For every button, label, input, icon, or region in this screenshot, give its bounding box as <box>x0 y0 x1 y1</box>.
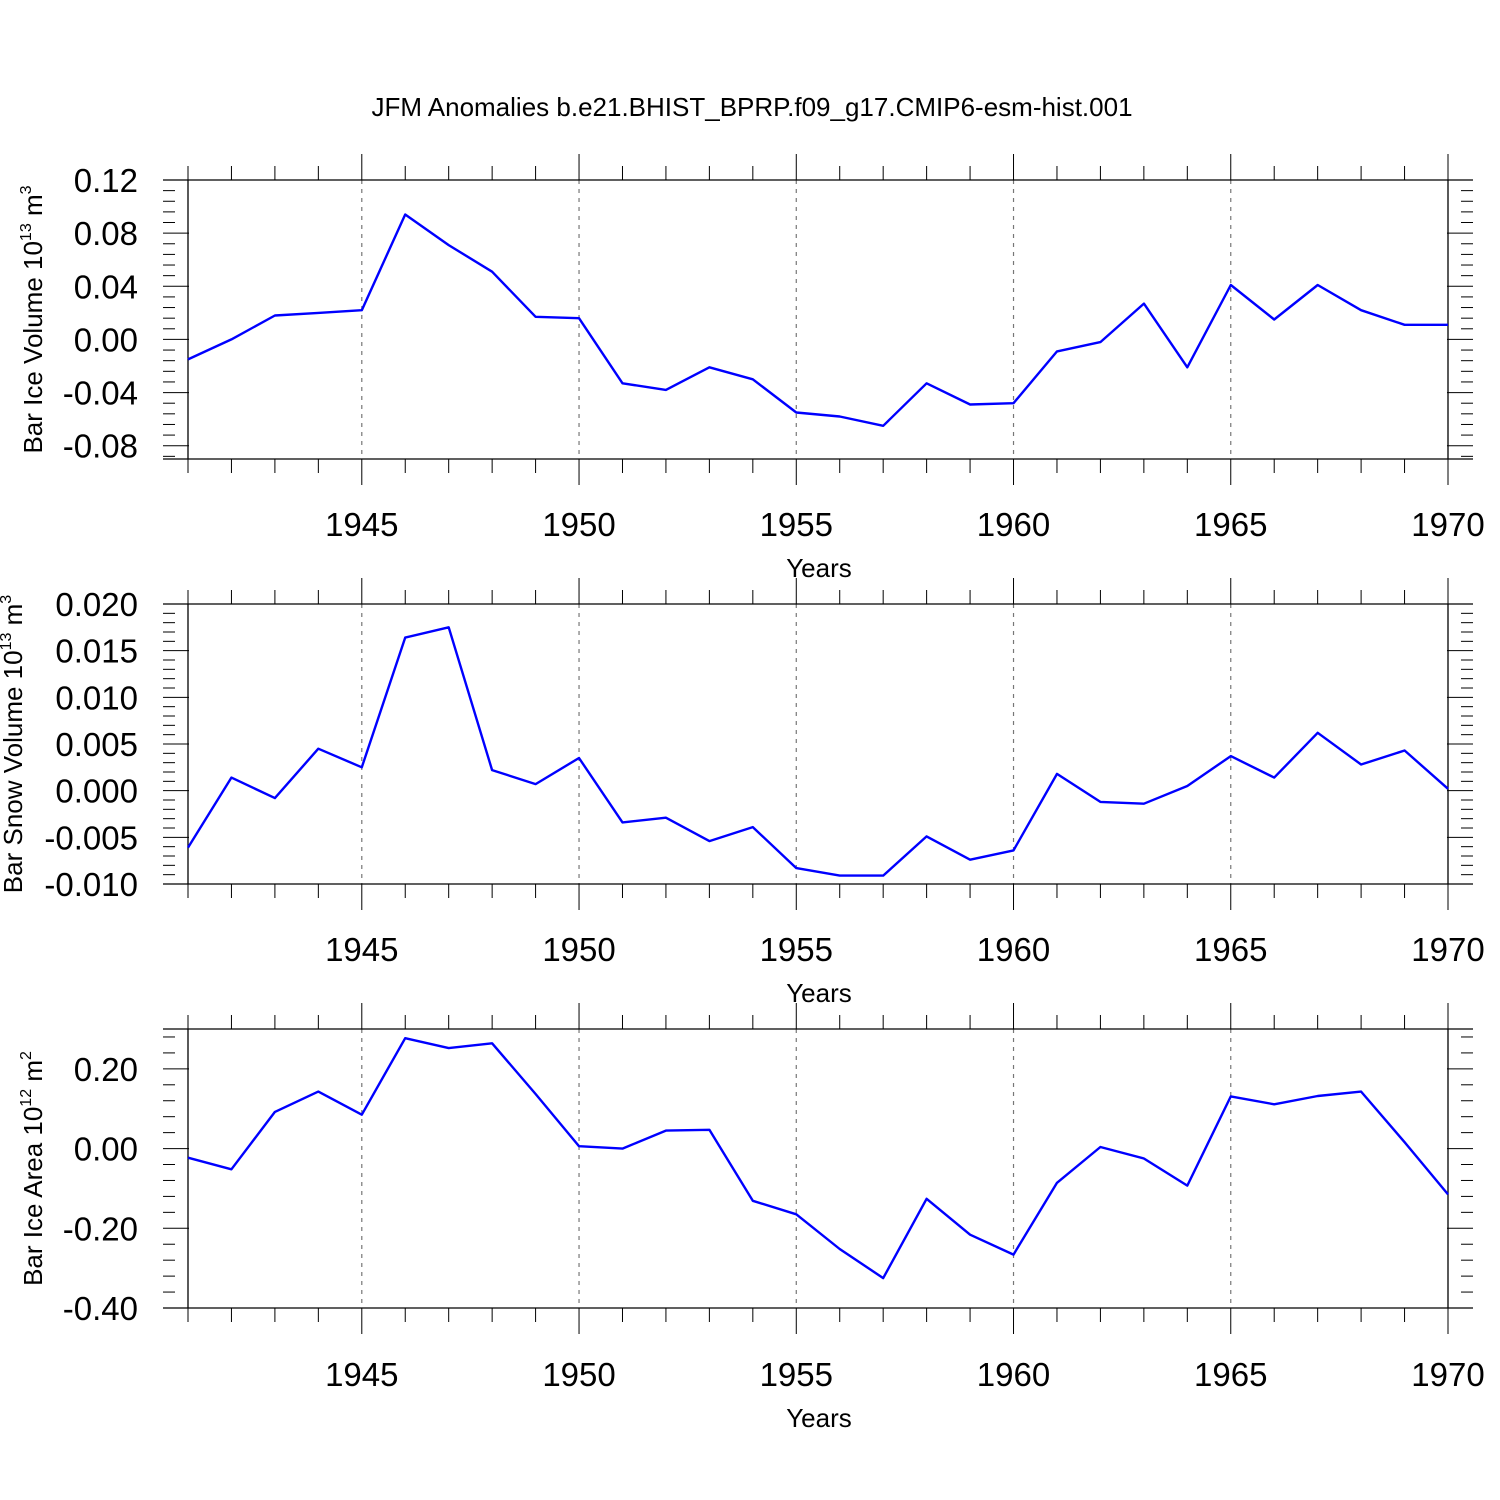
series-line <box>187 1036 1449 1280</box>
x-tick-label: 1955 <box>760 506 833 543</box>
y-tick-label: 0.015 <box>55 633 138 670</box>
y-tick-label: 0.010 <box>55 679 138 716</box>
x-tick-label: 1960 <box>977 1356 1050 1393</box>
x-axis-label: Years <box>786 978 852 1008</box>
y-tick-label: -0.005 <box>44 819 138 856</box>
x-tick-label: 1950 <box>542 1356 615 1393</box>
x-axis-label: Years <box>786 1403 852 1433</box>
y-tick-label: -0.40 <box>63 1290 138 1327</box>
y-axis-label: Bar Ice Area 1012 m2 <box>18 1051 48 1286</box>
x-tick-label: 1950 <box>542 506 615 543</box>
x-tick-label: 1945 <box>325 506 398 543</box>
y-tick-label: 0.000 <box>55 773 138 810</box>
x-tick-label: 1970 <box>1411 1356 1484 1393</box>
y-axis-label: Bar Snow Volume 1013 m3 <box>0 595 28 894</box>
y-tick-label: 0.00 <box>74 1131 138 1168</box>
x-tick-label: 1945 <box>325 931 398 968</box>
y-tick-label: 0.20 <box>74 1051 138 1088</box>
x-tick-label: 1960 <box>977 931 1050 968</box>
y-tick-label: 0.12 <box>74 162 138 199</box>
x-tick-label: 1955 <box>760 931 833 968</box>
x-tick-label: 1955 <box>760 1356 833 1393</box>
y-tick-label: 0.08 <box>74 215 138 252</box>
x-tick-label: 1970 <box>1411 931 1484 968</box>
x-tick-label: 1960 <box>977 506 1050 543</box>
chart-panel-3: -0.40 -0.20 0.00 0.20 1945 1950 1955 1960 1965 19… <box>18 1003 1485 1433</box>
y-tick-label: -0.08 <box>63 428 138 465</box>
y-tick-label: 0.04 <box>74 268 138 305</box>
y-tick-label: -0.010 <box>44 866 138 903</box>
y-tick-label: -0.04 <box>63 375 138 412</box>
chart-panel-1: -0.08 -0.04 0.00 0.04 0.08 0.12 1945 1950 1955 19… <box>18 154 1485 583</box>
x-tick-label: 1965 <box>1194 506 1267 543</box>
series-line <box>187 213 1448 427</box>
x-tick-label: 1970 <box>1411 506 1484 543</box>
y-tick-label: 0.00 <box>74 321 138 358</box>
y-tick-label: -0.20 <box>63 1210 138 1247</box>
x-axis-label: Years <box>786 553 852 583</box>
y-tick-label: 0.005 <box>55 726 138 763</box>
x-tick-label: 1945 <box>325 1356 398 1393</box>
chart-panels: -0.08 -0.04 0.00 0.04 0.08 0.12 1945 1950 1955 19… <box>0 154 1485 1433</box>
y-axis-label: Bar Ice Volume 1013 m3 <box>18 185 48 453</box>
x-tick-label: 1965 <box>1194 931 1267 968</box>
series-line <box>186 626 1449 877</box>
figure-title: JFM Anomalies b.e21.BHIST_BPRP.f09_g17.C… <box>371 92 1132 122</box>
chart-panel-2: -0.010 -0.005 0.000 0.005 0.010 0.015 0.020 194… <box>0 578 1485 1008</box>
y-tick-label: 0.020 <box>55 586 138 623</box>
x-tick-label: 1950 <box>542 931 615 968</box>
x-tick-label: 1965 <box>1194 1356 1267 1393</box>
